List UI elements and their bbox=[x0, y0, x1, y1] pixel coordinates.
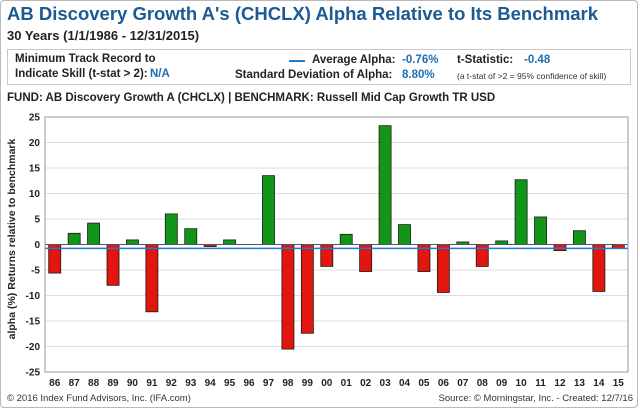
chart-title: AB Discovery Growth A's (CHCLX) Alpha Re… bbox=[7, 3, 599, 24]
y-tick-label: 20 bbox=[29, 138, 41, 149]
x-tick-label: 10 bbox=[516, 378, 528, 389]
statistics-box: Minimum Track Record to Indicate Skill (… bbox=[7, 49, 631, 85]
fund-benchmark-line: FUND: AB Discovery Growth A (CHCLX) | BE… bbox=[7, 92, 496, 104]
y-tick-label: -5 bbox=[31, 266, 40, 277]
y-tick-label: -15 bbox=[26, 317, 41, 328]
x-tick-label: 13 bbox=[574, 378, 586, 389]
track-record-label-line1: Minimum Track Record to bbox=[15, 53, 156, 65]
bar-12 bbox=[553, 244, 567, 252]
t-statistic-value: -0.48 bbox=[524, 54, 551, 66]
x-tick-label: 15 bbox=[613, 378, 625, 389]
t-stat-note: (a t-stat of >2 = 95% confidence of skil… bbox=[457, 71, 607, 81]
bar-97 bbox=[262, 175, 275, 245]
x-tick-label: 09 bbox=[496, 378, 508, 389]
x-tick-label: 14 bbox=[593, 378, 605, 389]
stdev-alpha-label: Standard Deviation of Alpha: bbox=[235, 69, 393, 81]
bar-89 bbox=[106, 244, 120, 286]
x-tick-label: 95 bbox=[224, 378, 236, 389]
x-tick-label: 99 bbox=[302, 378, 314, 389]
y-tick-label: 10 bbox=[29, 189, 41, 200]
bar-91 bbox=[145, 244, 159, 313]
y-tick-label: 5 bbox=[34, 215, 40, 226]
bar-13 bbox=[572, 230, 586, 245]
bar-93 bbox=[184, 228, 198, 245]
bar-99 bbox=[300, 244, 314, 334]
bar-98 bbox=[281, 244, 295, 350]
x-tick-label: 90 bbox=[127, 378, 139, 389]
x-tick-label: 04 bbox=[399, 378, 411, 389]
bar-14 bbox=[592, 244, 606, 292]
t-statistic-label: t-Statistic: bbox=[457, 54, 514, 66]
bar-06 bbox=[436, 244, 450, 293]
x-tick-label: 96 bbox=[243, 378, 255, 389]
bar-92 bbox=[164, 213, 178, 245]
copyright-footer: © 2016 Index Fund Advisors, Inc. (IFA.co… bbox=[7, 393, 191, 404]
bar-10 bbox=[514, 179, 528, 245]
stdev-alpha-value: 8.80% bbox=[402, 69, 435, 81]
x-tick-label: 94 bbox=[205, 378, 217, 389]
source-footer: Source: © Morningstar, Inc. - Created: 1… bbox=[438, 393, 633, 404]
y-tick-label: -20 bbox=[26, 342, 41, 353]
x-tick-label: 88 bbox=[88, 378, 100, 389]
bar-95 bbox=[223, 239, 237, 245]
y-tick-label: 0 bbox=[34, 240, 40, 251]
x-tick-label: 89 bbox=[107, 378, 119, 389]
x-tick-label: 02 bbox=[360, 378, 372, 389]
bar-11 bbox=[534, 216, 547, 245]
chart-subtitle: 30 Years (1/1/1986 - 12/31/2015) bbox=[7, 28, 200, 43]
track-record-value: N/A bbox=[150, 68, 170, 80]
x-tick-label: 03 bbox=[380, 378, 392, 389]
x-tick-label: 98 bbox=[282, 378, 294, 389]
y-tick-label: 25 bbox=[29, 113, 41, 124]
track-record-label-line2: Indicate Skill (t-stat > 2): bbox=[15, 68, 148, 80]
x-tick-label: 93 bbox=[185, 378, 197, 389]
x-tick-label: 87 bbox=[69, 378, 81, 389]
plot-border bbox=[44, 116, 629, 373]
x-tick-label: 92 bbox=[166, 378, 178, 389]
y-tick-label: -25 bbox=[26, 368, 41, 379]
x-tick-label: 01 bbox=[341, 378, 353, 389]
x-tick-label: 91 bbox=[146, 378, 158, 389]
x-tick-label: 97 bbox=[263, 378, 275, 389]
bar-04 bbox=[398, 224, 411, 245]
average-alpha-label: Average Alpha: bbox=[312, 54, 396, 66]
x-tick-label: 00 bbox=[321, 378, 333, 389]
bar-87 bbox=[67, 232, 81, 245]
bar-03 bbox=[378, 125, 392, 245]
average-alpha-legend-line bbox=[289, 60, 305, 62]
y-tick-label: 15 bbox=[29, 164, 41, 175]
x-tick-label: 05 bbox=[418, 378, 430, 389]
x-tick-label: 08 bbox=[477, 378, 489, 389]
x-tick-label: 12 bbox=[554, 378, 566, 389]
y-tick-label: -10 bbox=[26, 291, 41, 302]
bar-90 bbox=[126, 239, 139, 245]
x-tick-label: 07 bbox=[457, 378, 469, 389]
x-tick-label: 06 bbox=[438, 378, 450, 389]
bar-88 bbox=[87, 222, 101, 245]
average-alpha-value: -0.76% bbox=[402, 54, 439, 66]
bar-09 bbox=[495, 240, 509, 245]
x-tick-label: 11 bbox=[535, 378, 546, 389]
bar-01 bbox=[339, 233, 353, 245]
x-tick-label: 86 bbox=[49, 378, 61, 389]
